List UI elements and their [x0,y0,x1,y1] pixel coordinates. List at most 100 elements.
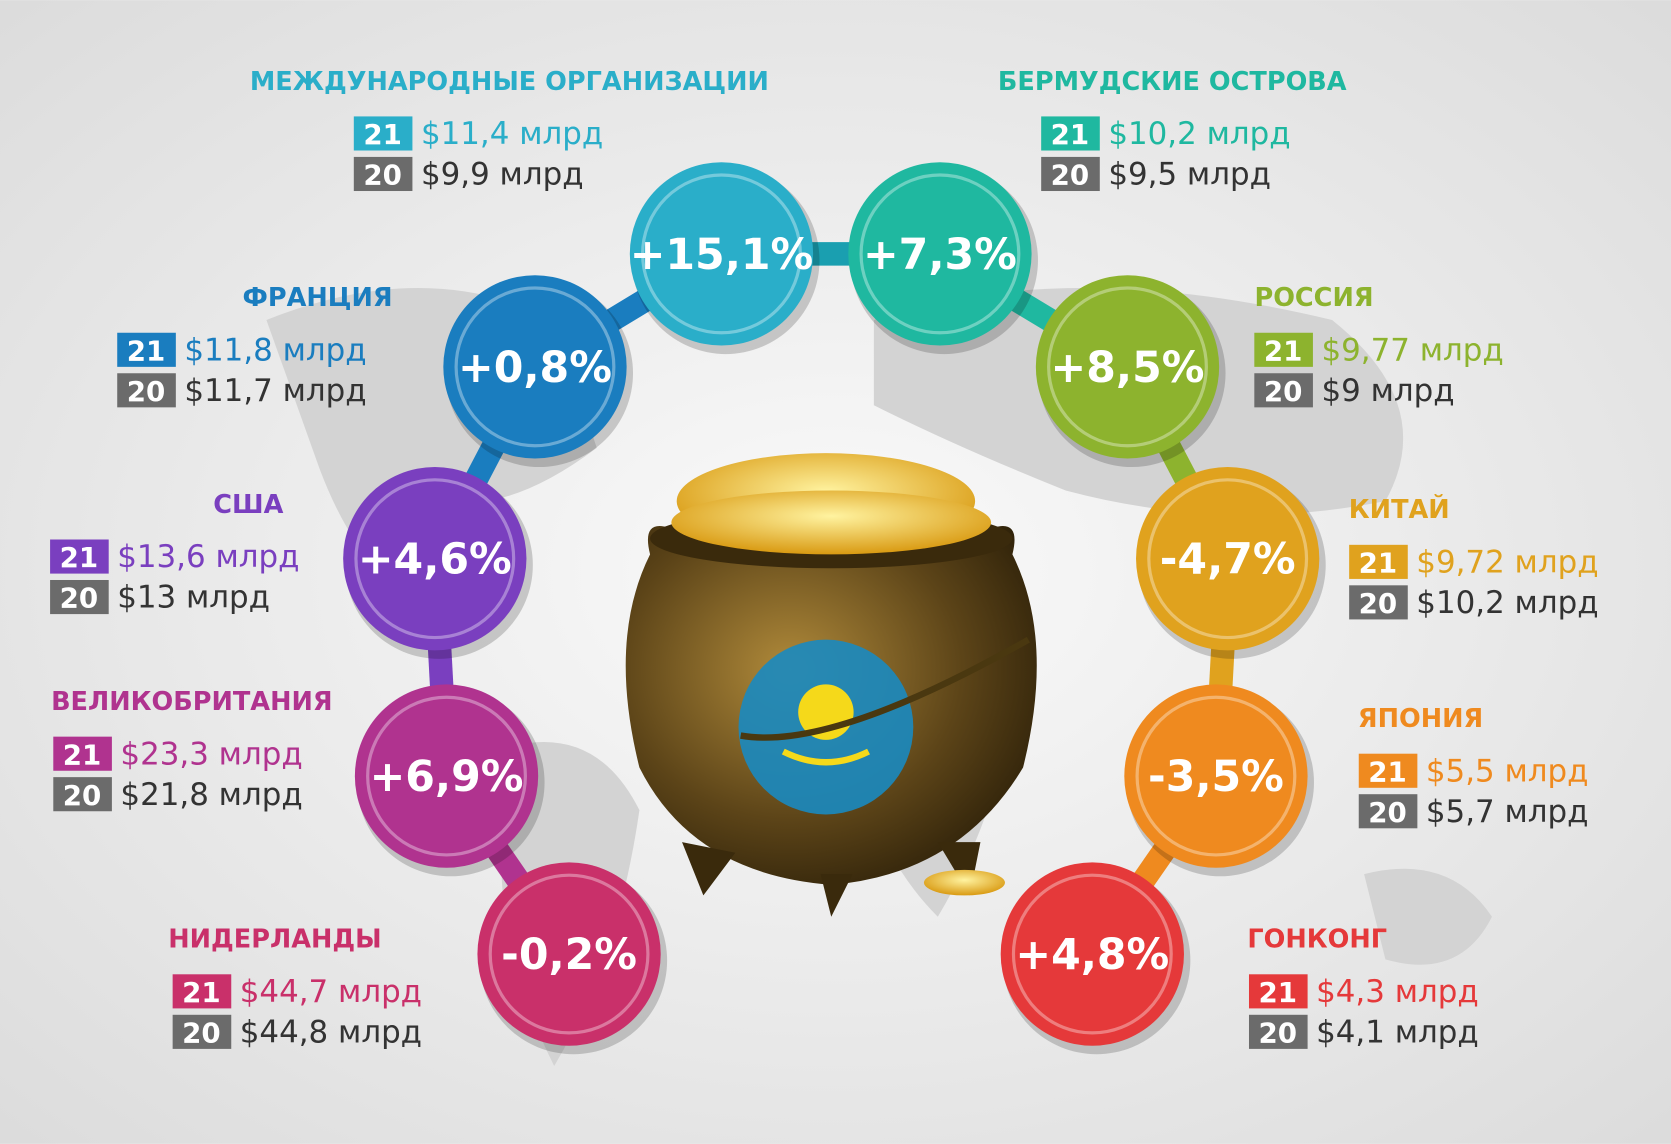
value-previous: $9,9 млрд [421,157,584,193]
year-badge [353,116,413,151]
change-percent: +4,6% [358,535,512,585]
country-title: РОССИЯ [1254,283,1373,313]
value-current: $13,6 млрд [117,539,299,575]
year-label: 20 [1359,587,1398,620]
year-label: 21 [1264,334,1303,367]
change-percent: +8,5% [1051,343,1205,393]
year-label: 20 [1368,796,1407,829]
year-label: 21 [1359,547,1398,580]
pot-illustration [625,453,1037,917]
country-title: США [213,490,283,520]
country-item: +7,3% БЕРМУДСКИЕ ОСТРОВА 21 $10,2 млрд 20 $9,… [848,67,1347,355]
items: +15,1% МЕЖДУНАРОДНЫЕ ОРГАНИЗАЦИИ 21 $11,4 м… [50,67,1599,1055]
year-badge [1041,156,1100,192]
country-title: НИДЕРЛАНДЫ [168,925,381,955]
country-title: ГОНКОНГ [1247,925,1387,955]
ring-inner [366,695,527,857]
country-item: +4,6% США 21 $13,6 млрд 20 $13 млрд [50,467,533,659]
year-badge [1254,373,1313,408]
value-current: $4,3 млрд [1316,974,1479,1010]
value-previous: $9 млрд [1321,373,1454,409]
value-previous: $13 млрд [117,580,270,616]
change-percent: +6,9% [370,752,524,802]
value-current: $9,77 млрд [1321,332,1503,368]
year-badge [172,974,232,1009]
year-badge [1041,116,1100,151]
year-label: 20 [1258,1017,1297,1050]
ring-inner [1047,286,1208,448]
country-item: +0,8% ФРАНЦИЯ 21 $11,8 млрд 20 $11,7 млрд [117,275,634,468]
year-label: 20 [127,375,166,408]
ring-inner [488,873,650,1035]
ring-inner [1135,695,1297,857]
country-item: -0,2% НИДЕРЛАНДЫ 21 $44,7 млрд 20 $44,8 млрд [168,862,668,1055]
value-current: $9,72 млрд [1416,545,1598,581]
country-title: ВЕЛИКОБРИТАНИЯ [51,687,333,717]
value-previous: $21,8 млрд [120,777,302,813]
year-badge [50,539,109,574]
value-previous: $4,1 млрд [1316,1015,1479,1051]
year-label: 21 [127,334,166,367]
year-label: 20 [60,582,99,615]
year-badge [172,1014,232,1049]
country-title: КИТАЙ [1349,495,1450,525]
value-current: $11,8 млрд [184,332,366,368]
year-badge [1248,974,1308,1009]
year-label: 21 [1258,976,1297,1009]
year-label: 21 [60,541,99,574]
year-label: 21 [1368,755,1407,788]
country-item: +6,9% ВЕЛИКОБРИТАНИЯ 21 $23,3 млрд 20 $21,8 м… [51,684,545,877]
ring-inner [1147,478,1309,640]
country-item: +15,1% МЕЖДУНАРОДНЫЕ ОРГАНИЗАЦИИ 21 $11,4 м… [250,67,820,355]
year-badge [117,332,176,367]
value-previous: $11,7 млрд [184,373,366,409]
value-previous: $10,2 млрд [1416,585,1598,621]
change-percent: -3,5% [1148,752,1284,802]
country-item: -4,7% КИТАЙ 21 $9,72 млрд 20 $10,2 млрд [1136,467,1599,659]
change-percent: -4,7% [1160,535,1296,585]
value-previous: $9,5 млрд [1108,157,1271,193]
value-current: $5,5 млрд [1426,753,1589,789]
change-percent: +15,1% [630,230,814,280]
value-previous: $5,7 млрд [1426,794,1589,830]
year-badge [1349,544,1408,579]
value-current: $44,7 млрд [240,974,422,1010]
change-percent: +7,3% [863,230,1017,280]
country-title: БЕРМУДСКИЕ ОСТРОВА [998,67,1347,97]
year-badge [53,736,112,771]
year-badge [353,156,413,192]
year-badge [1248,1014,1308,1049]
year-label: 21 [1051,118,1090,151]
year-label: 20 [1051,159,1090,192]
value-current: $11,4 млрд [421,116,603,152]
country-item: -3,5% ЯПОНИЯ 21 $5,5 млрд 20 $5,7 млрд [1124,684,1589,877]
ring-inner [354,478,516,640]
year-badge [1358,794,1418,829]
country-title: ФРАНЦИЯ [243,283,393,313]
year-badge [50,579,109,615]
country-item: +8,5% РОССИЯ 21 $9,77 млрд 20 $9 млрд [1035,275,1504,468]
year-badge [53,777,112,812]
country-title: ЯПОНИЯ [1358,704,1483,734]
value-current: $23,3 млрд [120,736,302,772]
change-percent: +0,8% [458,343,612,393]
value-previous: $44,8 млрд [240,1015,422,1051]
year-badge [1349,585,1408,620]
country-title: МЕЖДУНАРОДНЫЕ ОРГАНИЗАЦИИ [250,67,769,97]
change-percent: +4,8% [1015,930,1169,980]
year-label: 21 [363,118,402,151]
year-badge [1358,753,1418,788]
year-badge [117,373,176,408]
change-percent: -0,2% [501,930,637,980]
ring-inner [641,173,802,335]
ring-inner [859,173,1021,335]
year-label: 21 [182,976,221,1009]
year-label: 20 [63,779,102,812]
year-label: 20 [182,1017,221,1050]
country-item: +4,8% ГОНКОНГ 21 $4,3 млрд 20 $4,1 млрд [1000,862,1479,1055]
year-label: 21 [63,738,102,771]
year-label: 20 [1264,375,1303,408]
ring-inner [1011,873,1173,1035]
ring-inner [454,286,616,448]
